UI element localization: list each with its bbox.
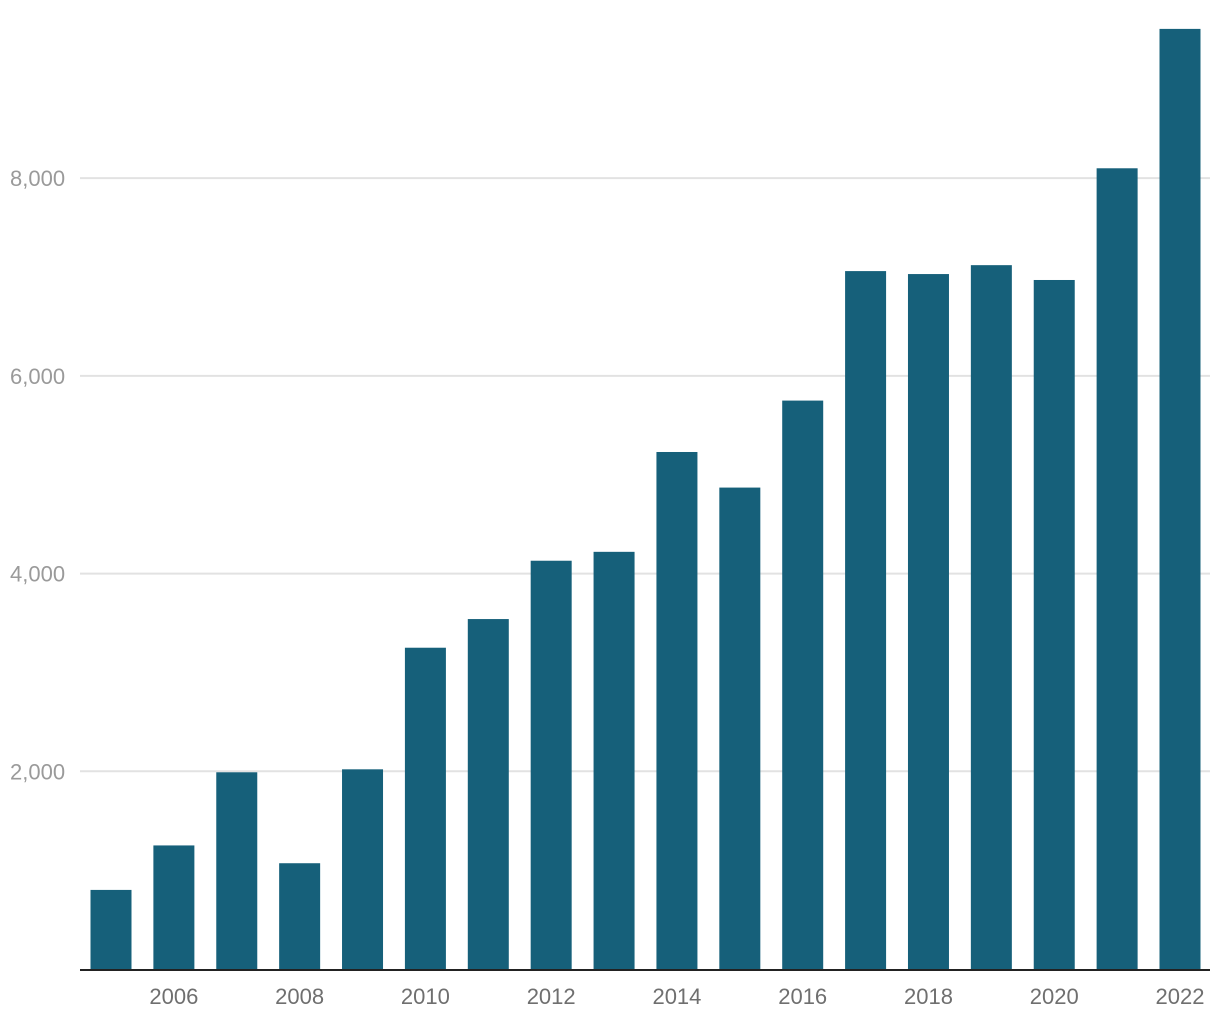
bars: [90, 28, 1201, 970]
bar: [593, 551, 635, 969]
bar: [153, 845, 195, 969]
x-tick-label: 2018: [904, 984, 953, 1009]
x-tick-label: 2014: [652, 984, 701, 1009]
y-tick-label: 6,000: [10, 364, 65, 389]
bar: [467, 619, 509, 969]
bar: [845, 271, 887, 969]
bar: [1033, 279, 1075, 969]
bar: [1096, 168, 1138, 969]
bar: [782, 400, 824, 970]
x-axis-ticks: 2006 2008 2010 2012 2014 2016 2018 2020 2022: [149, 984, 1204, 1009]
bar: [907, 274, 949, 970]
bar: [970, 265, 1012, 969]
y-tick-label: 2,000: [10, 759, 65, 784]
bar: [530, 560, 572, 969]
bar: [342, 769, 384, 969]
bar: [656, 451, 698, 970]
y-axis-ticks: 2,000 4,000 6,000 8,000: [10, 166, 65, 784]
x-tick-label: 2008: [275, 984, 324, 1009]
bar: [279, 863, 321, 969]
x-tick-label: 2022: [1156, 984, 1205, 1009]
bar: [216, 772, 258, 969]
bar: [1159, 28, 1201, 970]
x-tick-label: 2012: [527, 984, 576, 1009]
x-tick-label: 2016: [778, 984, 827, 1009]
y-tick-label: 4,000: [10, 562, 65, 587]
x-tick-label: 2020: [1030, 984, 1079, 1009]
bar: [404, 647, 446, 969]
x-tick-label: 2006: [149, 984, 198, 1009]
x-tick-label: 2010: [401, 984, 450, 1009]
bar: [90, 889, 132, 969]
y-tick-label: 8,000: [10, 166, 65, 191]
bar: [719, 487, 761, 969]
gridlines: [80, 177, 1210, 773]
